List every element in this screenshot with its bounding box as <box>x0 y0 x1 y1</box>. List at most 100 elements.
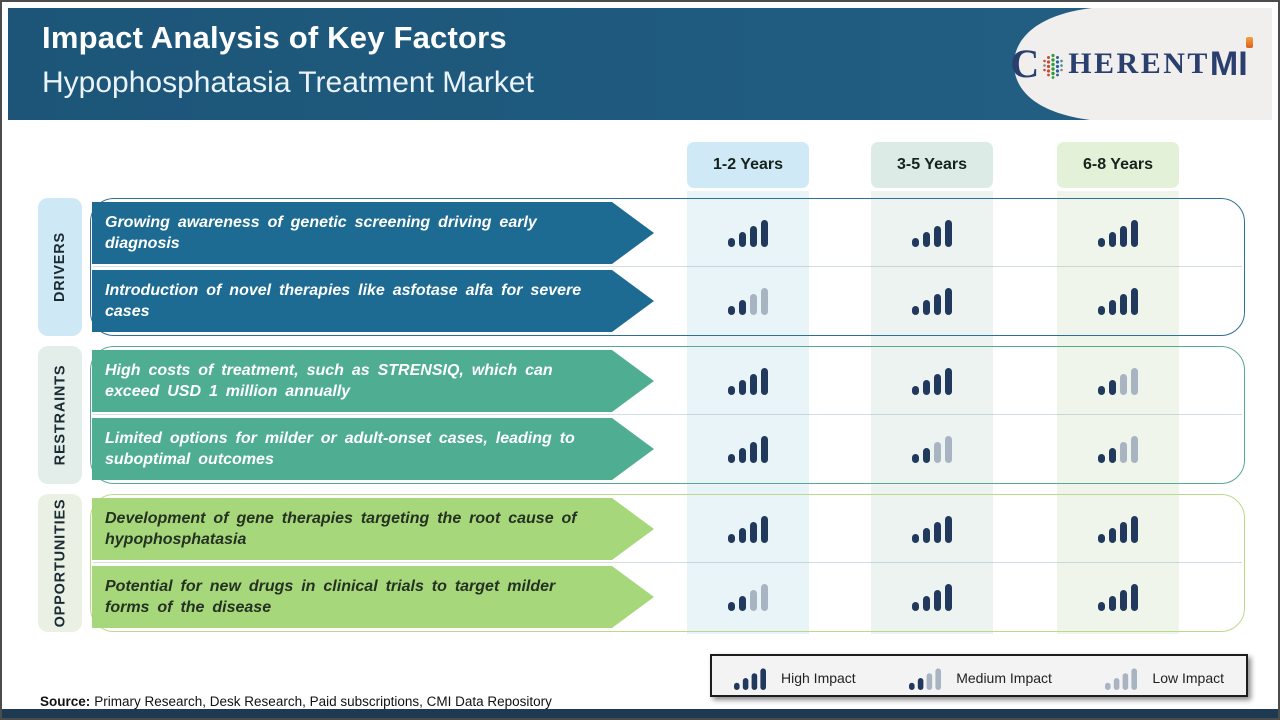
impact-indicator <box>1098 583 1138 611</box>
impact-bar <box>945 288 952 315</box>
logo-letter-c: C <box>1010 41 1040 86</box>
impact-bar <box>1120 294 1127 315</box>
coherentmi-logo: C HERENT MI <box>1004 37 1254 86</box>
factor-text: Growing awareness of genetic screening d… <box>105 213 537 252</box>
logo-text-mi: MI <box>1209 45 1248 83</box>
impact-bar <box>912 454 919 463</box>
impact-bar <box>1105 682 1112 690</box>
impact-bar <box>1120 522 1127 543</box>
impact-bar <box>935 667 942 690</box>
impact-bar <box>934 442 941 463</box>
column-header-3-5-years: 3-5 Years <box>871 142 993 188</box>
impact-bar <box>923 528 930 543</box>
driver-arrow-1: Growing awareness of genetic screening d… <box>92 202 654 264</box>
source-prefix: Source: <box>40 694 91 709</box>
impact-bar <box>1120 590 1127 611</box>
impact-bar <box>945 516 952 543</box>
restraint-arrow-1: High costs of treatment, such as STRENSI… <box>92 350 654 412</box>
impact-bar <box>761 516 768 543</box>
impact-bar <box>761 436 768 463</box>
group-label-text: DRIVERS <box>52 231 68 303</box>
impact-bar <box>1131 288 1138 315</box>
impact-indicator <box>728 435 768 463</box>
impact-bar <box>934 226 941 247</box>
impact-indicator <box>912 287 952 315</box>
impact-bar <box>934 590 941 611</box>
impact-bar <box>739 300 746 315</box>
group-label-text: RESTRAINTS <box>52 364 68 466</box>
impact-bar <box>1131 368 1138 395</box>
impact-bar <box>761 288 768 315</box>
opportunities-group-box <box>90 494 1245 632</box>
legend-item-medium: Medium Impact <box>909 662 1052 690</box>
legend-item-low: Low Impact <box>1105 662 1224 690</box>
column-band-1-2-years <box>687 191 809 634</box>
impact-indicator <box>1098 287 1138 315</box>
impact-bar <box>1109 448 1116 463</box>
impact-indicator <box>912 219 952 247</box>
impact-indicator <box>1098 515 1138 543</box>
impact-bar <box>750 294 757 315</box>
impact-bar <box>761 220 768 247</box>
impact-bar <box>912 602 919 611</box>
low-impact-icon <box>1105 667 1138 690</box>
globe-icon <box>1043 53 1064 79</box>
impact-indicator <box>728 287 768 315</box>
opportunity-arrow-1: Development of gene therapies targeting … <box>92 498 654 560</box>
opportunity-arrow-2: Potential for new drugs in clinical tria… <box>92 566 654 628</box>
impact-bar <box>1120 374 1127 395</box>
row-divider <box>93 266 1242 267</box>
impact-indicator <box>1098 435 1138 463</box>
impact-bar <box>750 226 757 247</box>
impact-bar <box>934 522 941 543</box>
impact-bar <box>945 220 952 247</box>
impact-bar <box>1098 238 1105 247</box>
legend-item-high: High Impact <box>734 662 856 690</box>
logo-panel-curve <box>1014 8 1272 120</box>
impact-indicator <box>912 367 952 395</box>
impact-bar <box>909 682 915 690</box>
impact-bar <box>923 596 930 611</box>
impact-bar <box>1120 226 1127 247</box>
header-band: Impact Analysis of Key Factors Hypophosp… <box>8 8 1272 120</box>
column-header-1-2-years: 1-2 Years <box>687 142 809 188</box>
impact-bar <box>1109 596 1116 611</box>
drivers-group-box <box>90 198 1245 336</box>
impact-bar <box>923 380 930 395</box>
impact-indicator <box>912 515 952 543</box>
impact-bar <box>739 528 746 543</box>
impact-bar <box>934 294 941 315</box>
impact-bar <box>1131 516 1138 543</box>
logo-orange-mark <box>1246 37 1253 48</box>
impact-bar <box>1109 380 1116 395</box>
impact-bar <box>912 306 919 315</box>
impact-bar <box>923 232 930 247</box>
impact-bar <box>751 672 758 690</box>
impact-bar <box>1131 220 1138 247</box>
impact-bar <box>728 602 735 611</box>
impact-indicator <box>728 515 768 543</box>
impact-bar <box>1098 454 1105 463</box>
impact-bar <box>728 238 735 247</box>
impact-bar <box>918 677 924 690</box>
page-subtitle: Hypophosphatasia Treatment Market <box>42 66 534 99</box>
impact-bar <box>739 448 746 463</box>
impact-indicator <box>1098 219 1138 247</box>
row-divider <box>93 562 1242 563</box>
medium-impact-icon <box>909 667 942 690</box>
impact-bar <box>1120 442 1127 463</box>
impact-bar <box>1114 677 1120 690</box>
impact-bar <box>945 436 952 463</box>
impact-bar <box>739 232 746 247</box>
impact-bar <box>728 534 735 543</box>
impact-bar <box>1098 534 1105 543</box>
impact-bar <box>750 442 757 463</box>
impact-bar <box>912 386 919 395</box>
impact-bar <box>1109 300 1116 315</box>
impact-bar <box>934 374 941 395</box>
impact-bar <box>1123 672 1129 690</box>
group-label-text: OPPORTUNITIES <box>52 498 68 628</box>
factor-text: Introduction of novel therapies like asf… <box>105 281 582 320</box>
impact-bar <box>739 380 746 395</box>
